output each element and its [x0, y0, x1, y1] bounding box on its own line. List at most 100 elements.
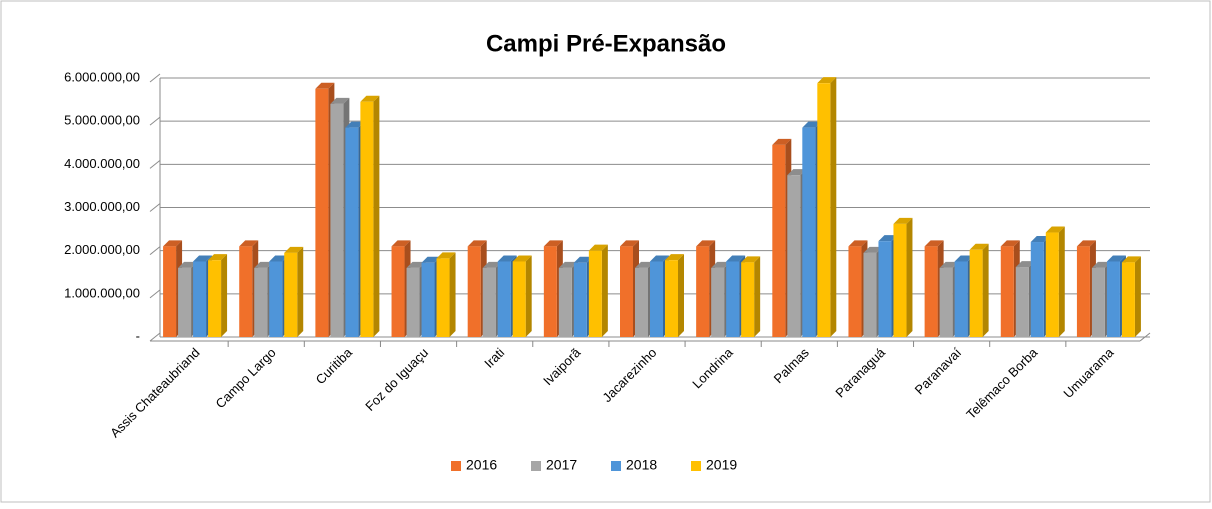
bar-front [787, 175, 801, 337]
bar [817, 77, 837, 338]
bar-top [1030, 236, 1050, 243]
bar-top [178, 261, 198, 268]
bar-front [650, 261, 663, 337]
bar-front [817, 83, 831, 338]
bar [284, 246, 304, 337]
bar [588, 244, 608, 337]
bar-top [467, 240, 487, 247]
bar-side [906, 217, 913, 337]
bar-top [1091, 261, 1111, 268]
bar-front [1106, 261, 1120, 337]
bar-side [373, 95, 380, 337]
bar-front [315, 88, 329, 338]
bar-front [239, 246, 253, 337]
bar-side [449, 252, 456, 337]
bar-top [802, 121, 822, 128]
bar-front [696, 246, 710, 337]
bar [208, 254, 228, 337]
bar-front [360, 101, 374, 337]
bar-side [525, 255, 532, 337]
bar-top [1106, 255, 1126, 262]
bar-top [772, 138, 792, 145]
bar-front [391, 246, 405, 337]
bar-front [193, 261, 207, 337]
bar-front [1045, 232, 1059, 337]
bar [512, 255, 532, 337]
bar-top [1076, 240, 1096, 247]
bar-top [665, 254, 684, 261]
bar-top [254, 261, 274, 268]
bar-side [1134, 256, 1141, 337]
y-tick [149, 116, 161, 126]
bar-side [678, 254, 684, 337]
bar-top [848, 240, 868, 247]
bar-top [269, 255, 289, 262]
bar-top [650, 255, 669, 262]
bar-top [741, 256, 761, 263]
bar-top [969, 243, 989, 250]
y-tick [149, 289, 161, 299]
bar-top [620, 240, 639, 247]
bar-front [969, 249, 983, 337]
bar-top [558, 261, 578, 268]
legend-label: 2019 [706, 457, 737, 473]
bar-top [878, 235, 898, 242]
bar-front [208, 260, 222, 337]
bar-top [330, 97, 350, 104]
bar-top [360, 95, 380, 102]
bar-top [954, 255, 974, 262]
bar-top [239, 240, 259, 247]
bar-front [345, 127, 359, 338]
bar-front [588, 250, 602, 337]
bar-front [620, 246, 633, 337]
bar-top [787, 169, 807, 176]
bar-front [558, 267, 572, 337]
bar-front [665, 260, 678, 337]
bar-top [482, 261, 502, 268]
bar-front [573, 262, 587, 337]
bar-front [802, 127, 816, 338]
bar-top [421, 256, 441, 263]
bar-front [1091, 267, 1105, 337]
bar-top [1015, 261, 1035, 268]
bar-top [345, 121, 365, 128]
bar-top [284, 246, 304, 253]
y-tick-label: 4.000.000,00 [64, 156, 140, 171]
bar-top [924, 240, 944, 247]
legend-label: 2017 [546, 457, 577, 473]
bar-front [772, 144, 786, 337]
bar-top [588, 244, 608, 251]
y-tick-label: - [136, 328, 140, 343]
bar-top [893, 217, 913, 224]
chart-title: Campi Pré-Expansão [486, 30, 726, 57]
bar-top [711, 261, 731, 268]
bar-front [711, 267, 725, 337]
bar [969, 243, 989, 337]
legend-swatch [451, 461, 461, 471]
bar-top [543, 240, 563, 247]
bar-front [178, 267, 192, 337]
y-tick-label: 5.000.000,00 [64, 113, 140, 128]
bar-front [726, 261, 740, 337]
legend-swatch [531, 461, 541, 471]
bar [1045, 226, 1065, 337]
bar [1121, 256, 1141, 337]
bar-top [163, 240, 183, 247]
bar-front [954, 261, 968, 337]
y-tick [149, 332, 161, 342]
bar-front [863, 252, 877, 337]
bar-top [208, 254, 228, 261]
bar-side [221, 254, 228, 337]
bar-front [421, 262, 435, 337]
bar-top [406, 261, 426, 268]
bar-top [1000, 240, 1020, 247]
bar-front [848, 246, 862, 337]
y-tick-label: 1.000.000,00 [64, 285, 140, 300]
bar-top [1121, 256, 1141, 263]
legend-swatch [691, 461, 701, 471]
bar-front [512, 261, 526, 337]
bar-front [741, 262, 755, 337]
bar-front [497, 261, 511, 337]
bar-top [939, 261, 959, 268]
